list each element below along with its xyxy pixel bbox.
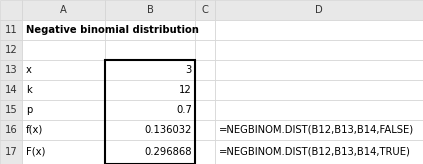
Text: C: C — [202, 5, 209, 15]
Bar — [105, 80, 195, 100]
Bar — [0, 80, 22, 100]
Bar — [195, 20, 215, 40]
Bar — [0, 40, 22, 60]
Bar — [22, 40, 105, 60]
Text: Negative binomial distribution: Negative binomial distribution — [26, 25, 199, 35]
Bar — [105, 120, 195, 140]
Text: 12: 12 — [179, 85, 192, 95]
Bar — [105, 140, 195, 164]
Text: =NEGBINOM.DIST(B12,B13,B14,TRUE): =NEGBINOM.DIST(B12,B13,B14,TRUE) — [219, 147, 411, 157]
Bar — [195, 100, 215, 120]
Bar — [215, 120, 423, 140]
Bar — [195, 60, 215, 80]
Bar — [105, 100, 195, 120]
Bar — [215, 100, 423, 120]
Text: 13: 13 — [5, 65, 17, 75]
Bar — [22, 100, 105, 120]
Text: p: p — [26, 105, 32, 115]
Bar — [215, 40, 423, 60]
Text: 0.7: 0.7 — [176, 105, 192, 115]
Bar — [215, 60, 423, 80]
Bar — [105, 60, 195, 80]
Bar — [215, 20, 423, 40]
Text: D: D — [315, 5, 323, 15]
Text: f(x): f(x) — [26, 125, 43, 135]
Bar — [0, 140, 22, 164]
Bar — [0, 0, 22, 20]
Text: 11: 11 — [5, 25, 17, 35]
Bar — [0, 60, 22, 80]
Text: 3: 3 — [186, 65, 192, 75]
Text: B: B — [146, 5, 154, 15]
Bar — [215, 0, 423, 20]
Bar — [22, 20, 105, 40]
Bar — [195, 120, 215, 140]
Bar — [215, 80, 423, 100]
Text: A: A — [60, 5, 67, 15]
Bar — [0, 120, 22, 140]
Text: 14: 14 — [5, 85, 17, 95]
Bar — [105, 40, 195, 60]
Bar — [22, 120, 105, 140]
Bar — [22, 140, 105, 164]
Bar — [195, 0, 215, 20]
Bar — [0, 20, 22, 40]
Bar — [22, 60, 105, 80]
Bar — [22, 0, 105, 20]
Text: 17: 17 — [5, 147, 17, 157]
Text: 15: 15 — [5, 105, 17, 115]
Text: =NEGBINOM.DIST(B12,B13,B14,FALSE): =NEGBINOM.DIST(B12,B13,B14,FALSE) — [219, 125, 414, 135]
Bar — [215, 140, 423, 164]
Text: 12: 12 — [5, 45, 17, 55]
Text: 16: 16 — [5, 125, 17, 135]
Bar — [105, 60, 195, 164]
Bar — [105, 20, 195, 40]
Bar — [195, 40, 215, 60]
Text: F(x): F(x) — [26, 147, 45, 157]
Text: x: x — [26, 65, 32, 75]
Text: k: k — [26, 85, 32, 95]
Bar — [195, 140, 215, 164]
Text: 0.296868: 0.296868 — [145, 147, 192, 157]
Text: 0.136032: 0.136032 — [145, 125, 192, 135]
Bar — [22, 80, 105, 100]
Bar — [105, 0, 195, 20]
Bar — [195, 80, 215, 100]
Bar — [0, 100, 22, 120]
